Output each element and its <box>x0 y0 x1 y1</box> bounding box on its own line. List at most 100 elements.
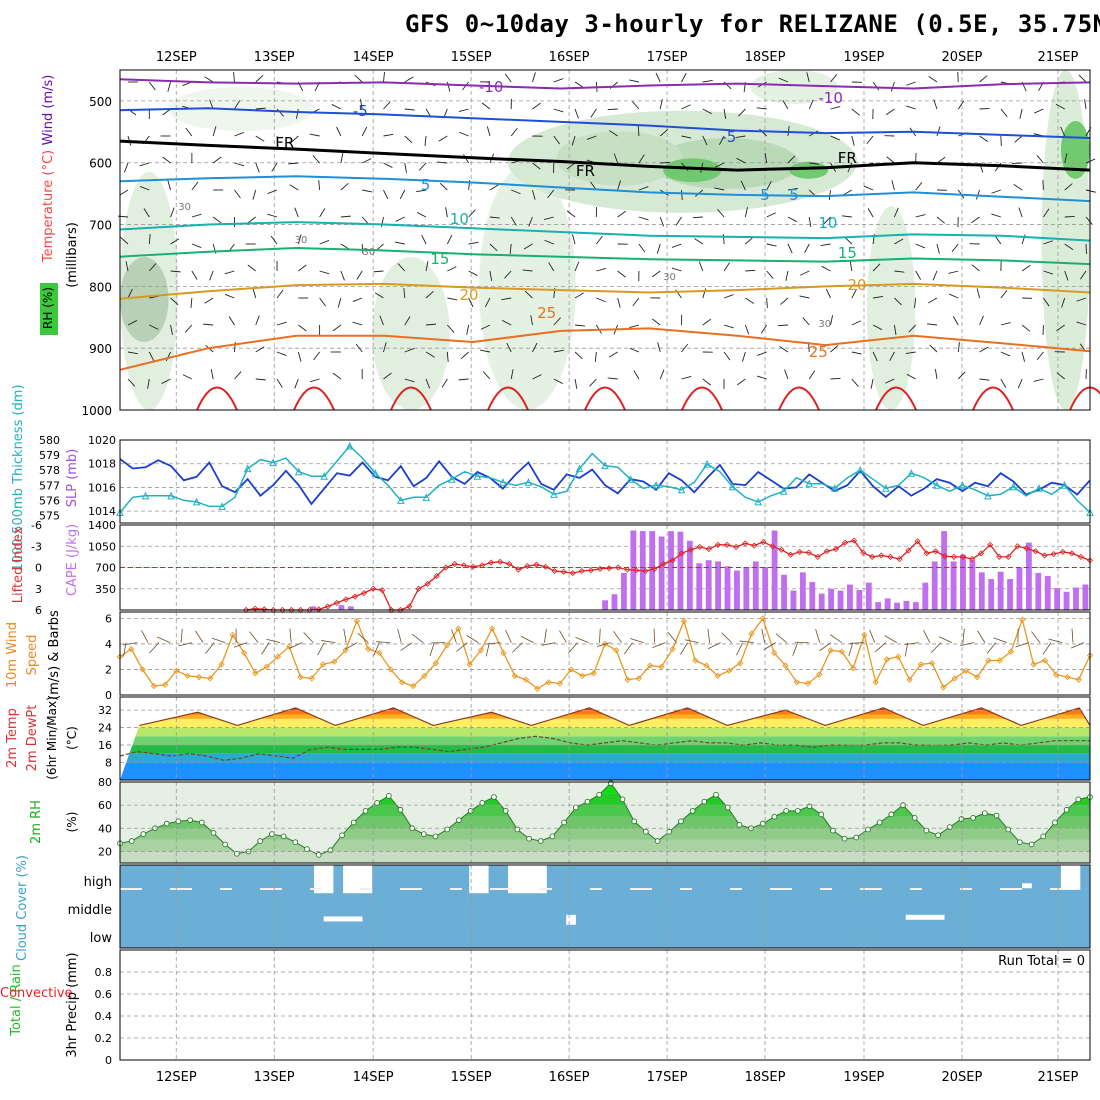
wind-barb <box>804 243 810 254</box>
wind-barb <box>553 349 564 353</box>
wind-barb <box>332 324 342 332</box>
cape-bar <box>1082 584 1089 610</box>
wind-barb <box>976 288 980 299</box>
wind-barb <box>936 243 940 254</box>
wind-barb <box>332 372 342 380</box>
wind-barb <box>553 78 564 83</box>
wind-barb <box>934 369 938 380</box>
wind10-marker <box>804 680 812 687</box>
wind-barb <box>123 162 129 173</box>
wind10-marker <box>940 684 947 691</box>
rh-shading <box>750 70 838 104</box>
rh-marker <box>643 828 649 835</box>
wind-barb <box>127 378 136 387</box>
wind-barb <box>459 131 469 137</box>
wind-barb <box>210 369 214 380</box>
cape-bar <box>781 574 787 610</box>
upper-air-ylabel: RH (%) Temperature (°C) Wind (m/s) (milliba… <box>40 75 80 335</box>
wind10-barb <box>763 642 776 651</box>
wind-barb <box>787 243 793 254</box>
li-marker <box>905 547 912 554</box>
wind-barb <box>224 270 235 275</box>
wind10-marker <box>635 675 642 682</box>
wind-barb <box>574 81 584 88</box>
wind-barb <box>694 238 704 245</box>
wind-barb <box>722 233 725 245</box>
wind-barb <box>383 162 393 168</box>
wind-barb <box>340 153 344 164</box>
wind-barb <box>170 324 173 335</box>
cape-bar <box>1073 587 1079 610</box>
wind10-barb <box>736 642 744 656</box>
wind-barb <box>745 237 754 245</box>
wind-barb <box>574 351 583 360</box>
wind10-marker <box>1053 671 1060 678</box>
cape-bar <box>837 590 844 610</box>
li-marker <box>1032 548 1039 555</box>
cape-bar <box>677 531 684 610</box>
wind-barb <box>957 371 966 380</box>
wind-barb <box>698 261 704 272</box>
wind-barb <box>362 189 373 193</box>
wind-barb <box>276 289 284 299</box>
li-marker <box>987 541 994 548</box>
top-date-label: 13SEP <box>254 50 295 65</box>
cape-bar <box>1007 579 1013 610</box>
wind-barb <box>425 261 429 272</box>
cape-bar <box>988 579 995 610</box>
wind-barb <box>948 293 959 299</box>
wind-barb <box>212 126 217 137</box>
rh-marker <box>771 813 778 820</box>
wind-barb <box>1000 135 1002 147</box>
wind-barb <box>1033 378 1044 382</box>
wind-barb <box>617 210 626 218</box>
wind10-marker <box>443 642 451 649</box>
thickness-marker <box>881 484 890 492</box>
rh-marker <box>923 827 930 834</box>
rh-marker <box>198 819 205 826</box>
wind-barb <box>929 344 938 353</box>
wind10-marker <box>816 671 823 678</box>
li-marker <box>851 537 858 544</box>
contour-label: 20 <box>848 276 867 294</box>
slp-tick-label: 1018 <box>88 458 116 471</box>
wind-barb <box>906 105 916 110</box>
wind10-barb <box>739 640 754 644</box>
wind10-marker <box>455 625 462 632</box>
wind-barb <box>399 189 406 200</box>
thickness-tick-label: 580 <box>39 434 60 447</box>
wind-barb <box>1042 179 1044 191</box>
wind10-barb <box>1042 642 1052 655</box>
li-marker <box>978 550 985 557</box>
contour-label: 5 <box>760 186 770 204</box>
wind-barb <box>681 135 692 139</box>
cape-bar <box>705 560 712 610</box>
precip-tick-label: 0.4 <box>95 1010 113 1023</box>
cape-bar <box>931 561 938 610</box>
wind-barb <box>544 239 554 245</box>
cape-bar <box>997 571 1004 610</box>
rh-legend-swatch <box>40 283 58 335</box>
rh-tick-label: 20 <box>98 845 112 858</box>
wind10-tick-label: 6 <box>105 612 112 625</box>
rh-marker <box>888 811 895 818</box>
wind-barb <box>659 129 669 137</box>
wind10-barb <box>541 642 556 646</box>
wind-barb <box>437 161 448 164</box>
wind-barb <box>489 184 499 191</box>
rh-marker <box>374 799 380 806</box>
rh-marker <box>456 817 462 824</box>
wind10-barb <box>652 642 666 649</box>
wind-barb <box>655 72 661 83</box>
wind10-marker <box>962 667 970 674</box>
rh-marker <box>315 852 322 858</box>
wind-barb <box>509 243 512 254</box>
rh-marker <box>654 838 661 844</box>
wind-barb <box>255 107 266 110</box>
wind-barb <box>276 378 283 388</box>
rh-marker <box>607 780 614 787</box>
wind-barb <box>905 351 916 355</box>
wind-barb <box>745 297 755 304</box>
wind-barb <box>590 108 597 118</box>
wind-barb <box>894 238 904 245</box>
